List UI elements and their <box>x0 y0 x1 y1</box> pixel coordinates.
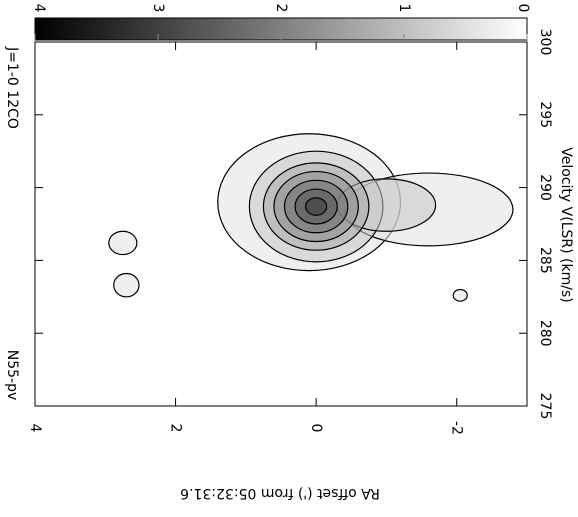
x-tick-label: 0 <box>308 424 324 433</box>
y-tick-label: 280 <box>537 320 553 347</box>
colorbar-tick-label: 1 <box>396 4 412 13</box>
x-tick-label: -2 <box>449 421 465 435</box>
y-tick-label: 300 <box>537 29 553 56</box>
contour <box>305 197 328 216</box>
colorbar-tick-label: 2 <box>273 4 289 13</box>
x-tick-label: 4 <box>27 424 43 433</box>
colorbar-tick-label: 0 <box>515 4 531 13</box>
plot-frame <box>34 41 528 407</box>
chart-title: N55-pv <box>4 350 20 401</box>
subtitle: J=1-0 12CO <box>4 46 20 129</box>
y-tick-label: 295 <box>537 101 553 128</box>
y-tick-label: 275 <box>537 393 553 420</box>
y-axis-label: Velocity V(LSR) (km/s) <box>558 147 574 302</box>
y-tick-label: 290 <box>537 174 553 201</box>
contour <box>452 288 468 302</box>
y-tick-label: 285 <box>537 247 553 274</box>
contour <box>108 230 138 256</box>
x-tick-label: 2 <box>168 424 184 433</box>
x-axis-label: RA offset (') from 05:32:31.6 <box>180 485 380 501</box>
contour <box>113 272 140 298</box>
colorbar-tick-label: 4 <box>31 4 47 13</box>
colorbar-tick-label: 3 <box>150 4 166 13</box>
